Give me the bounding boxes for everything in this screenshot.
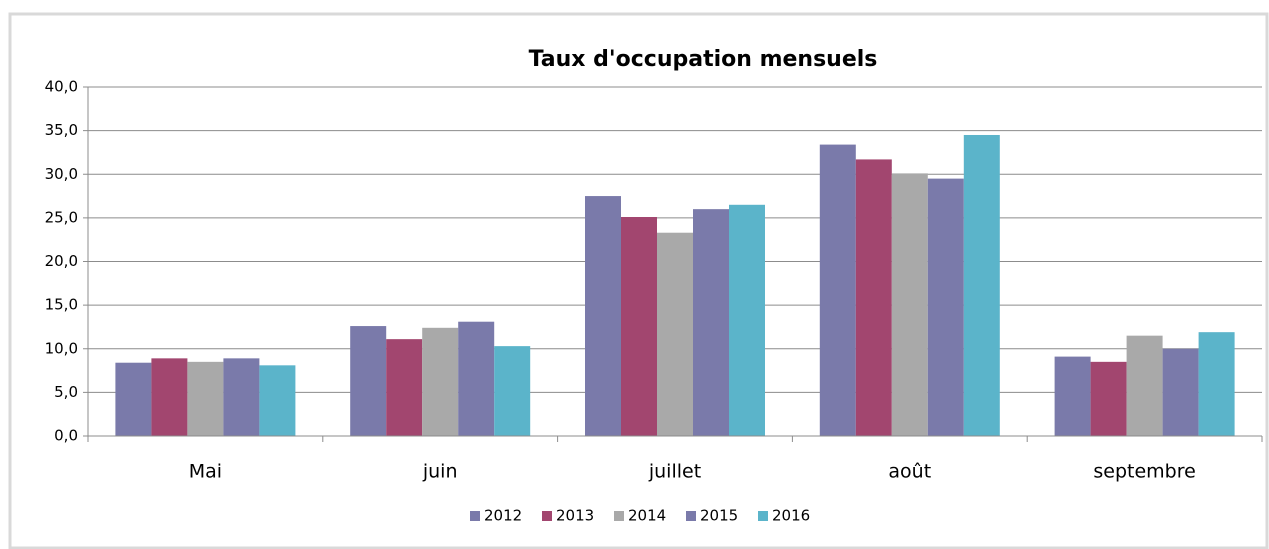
x-tick-label: août xyxy=(888,461,931,483)
legend-swatch xyxy=(686,511,696,521)
legend-swatch xyxy=(542,511,552,521)
y-tick-label: 10,0 xyxy=(45,339,78,357)
y-tick-label: 40,0 xyxy=(45,78,78,96)
bar xyxy=(1054,356,1091,436)
bar xyxy=(458,321,495,436)
legend-label: 2012 xyxy=(484,507,522,525)
legend-label: 2013 xyxy=(556,507,594,525)
bar xyxy=(386,339,423,436)
bar xyxy=(350,326,387,436)
x-tick-label: septembre xyxy=(1093,461,1195,483)
bar xyxy=(151,358,188,436)
y-tick-label: 30,0 xyxy=(45,165,78,183)
bar xyxy=(422,327,459,436)
bar xyxy=(1126,335,1163,436)
legend-label: 2016 xyxy=(772,507,810,525)
x-tick-label: juillet xyxy=(648,461,701,483)
bar xyxy=(621,217,657,436)
bar xyxy=(1090,361,1127,436)
bar xyxy=(494,346,531,436)
bar xyxy=(729,204,765,436)
y-tick-label: 15,0 xyxy=(45,296,78,314)
y-tick-label: 0,0 xyxy=(54,427,78,445)
bar xyxy=(927,178,964,437)
bar xyxy=(891,173,928,436)
y-tick-label: 25,0 xyxy=(45,208,78,226)
bar xyxy=(585,196,621,436)
x-tick-label: juin xyxy=(422,461,458,483)
legend-swatch xyxy=(470,511,480,521)
y-tick-label: 35,0 xyxy=(45,121,78,139)
chart-title: Taux d'occupation mensuels xyxy=(529,47,878,72)
bar xyxy=(963,134,1000,437)
legend-swatch xyxy=(614,511,624,521)
legend-swatch xyxy=(758,511,768,521)
bar xyxy=(259,365,296,436)
y-tick-label: 20,0 xyxy=(45,252,78,270)
legend-label: 2015 xyxy=(700,507,738,525)
y-tick-label: 5,0 xyxy=(54,383,78,401)
bar xyxy=(115,362,152,436)
bar xyxy=(223,358,260,436)
legend-label: 2014 xyxy=(628,507,666,525)
x-tick-label: Mai xyxy=(189,461,222,483)
bar xyxy=(693,209,729,436)
bar xyxy=(657,232,693,436)
bar xyxy=(855,159,892,437)
bar xyxy=(819,144,856,436)
bar xyxy=(1198,332,1235,436)
bar xyxy=(1162,348,1199,436)
bar xyxy=(187,361,224,436)
